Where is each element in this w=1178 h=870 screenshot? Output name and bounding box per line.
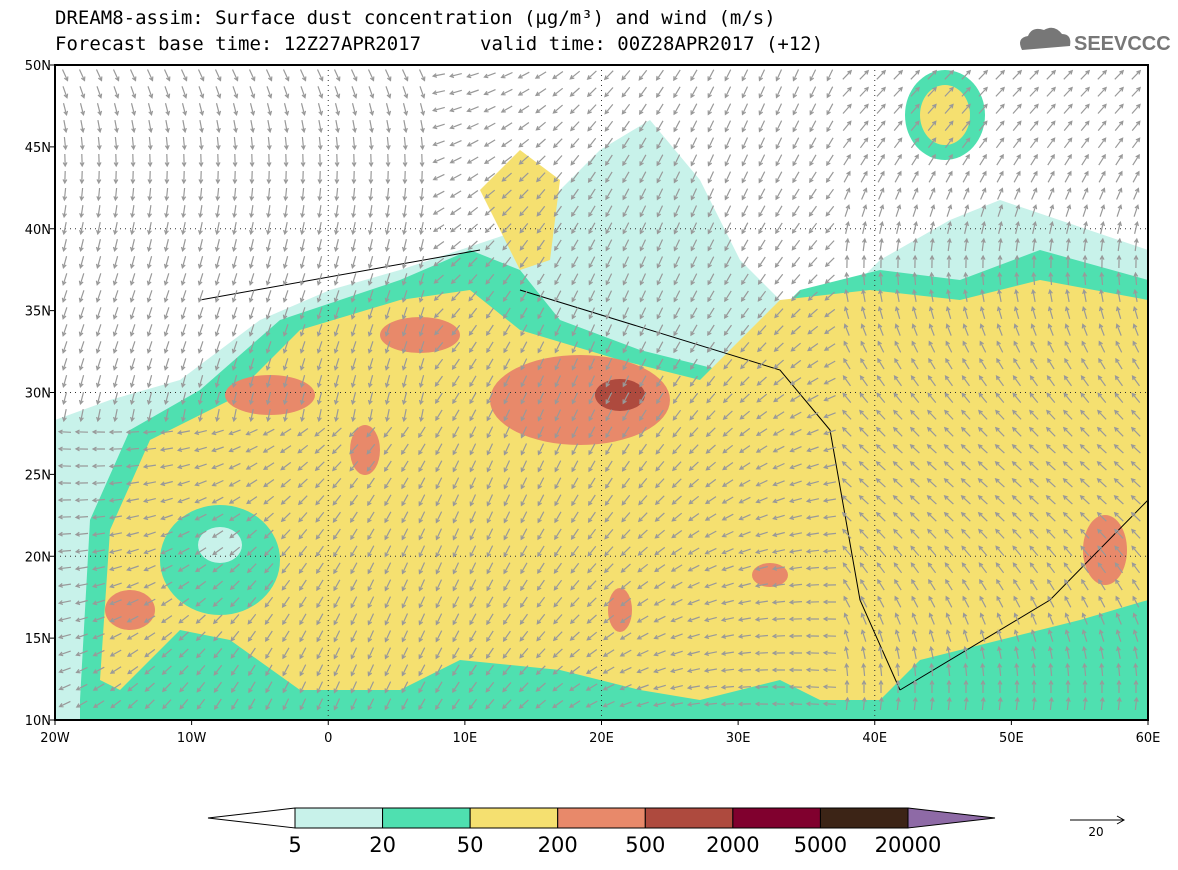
colorbar-end [907,807,996,829]
colorbar-box [382,807,471,829]
dust-200 [105,590,155,630]
lat-label: 10N [25,714,51,729]
dust-200 [608,588,632,632]
lon-label: 20W [40,731,70,746]
colorbar-label: 200 [538,833,578,857]
dust-none [55,65,1148,420]
lat-label: 50N [25,59,51,74]
dust-500 [595,379,645,411]
lat-label: 25N [25,468,51,483]
dust-50 [100,280,1148,700]
reference-arrow [1070,815,1126,825]
lat-label: 40N [25,223,51,238]
colorbar-label: 2000 [706,833,759,857]
logo: SEEVCCC [1020,27,1171,55]
colorbar-label: 20 [369,833,396,857]
colorbar-box [819,807,909,829]
colorbar-label: 50 [457,833,484,857]
lon-label: 10E [452,731,477,746]
lat-label: 20N [25,550,51,565]
lon-label: 20E [589,731,614,746]
colorbar-label: 20000 [875,833,942,857]
lat-label: 45N [25,141,51,156]
lon-label: 60E [1136,731,1161,746]
colorbar: 5 20 50 200 500 2000 5000 20000 [207,807,996,857]
colorbar-label: 5000 [794,833,847,857]
colorbar-box [557,807,646,829]
lat-label: 30N [25,387,51,402]
base-time: Forecast base time: 12Z27APR2017 [55,33,421,55]
reference-label: 20 [1088,825,1103,839]
colorbar-label: 5 [288,833,301,857]
dust-200 [490,355,670,445]
valid-time: valid time: 00Z28APR2017 (+12) [480,33,823,55]
lon-label: 0 [324,731,332,746]
colorbar-box [294,807,384,829]
wind-reference: 20 [1070,815,1126,839]
title: DREAM8-assim: Surface dust concentration… [55,7,776,29]
lon-label: 40E [862,731,887,746]
logo-text: SEEVCCC [1074,33,1171,55]
lon-label: 30E [726,731,751,746]
logo-cloud [1020,27,1071,50]
lat-label: 15N [25,632,51,647]
lat-label: 35N [25,305,51,320]
dust-200 [752,563,788,587]
wind-arrows [57,69,1142,711]
dust-200 [1083,515,1127,585]
colorbar-label: 500 [625,833,665,857]
colorbar-box [732,807,821,829]
colorbar-end [207,807,296,829]
dust-200 [350,425,380,475]
lon-label: 10W [177,731,207,746]
colorbar-box [644,807,734,829]
map-area [55,65,1148,720]
colorbar-box [469,807,559,829]
dust-50 [920,85,970,145]
lon-label: 50E [999,731,1024,746]
